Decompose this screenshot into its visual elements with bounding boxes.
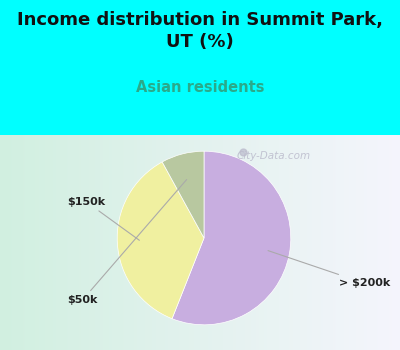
Text: > $200k: > $200k	[268, 251, 390, 288]
Text: $150k: $150k	[67, 197, 139, 240]
Wedge shape	[162, 151, 204, 238]
Text: $50k: $50k	[67, 180, 187, 306]
Wedge shape	[117, 162, 204, 319]
Text: Income distribution in Summit Park,
UT (%): Income distribution in Summit Park, UT (…	[17, 10, 383, 51]
Wedge shape	[172, 151, 291, 325]
Text: City-Data.com: City-Data.com	[236, 150, 310, 161]
Text: Asian residents: Asian residents	[136, 80, 264, 96]
